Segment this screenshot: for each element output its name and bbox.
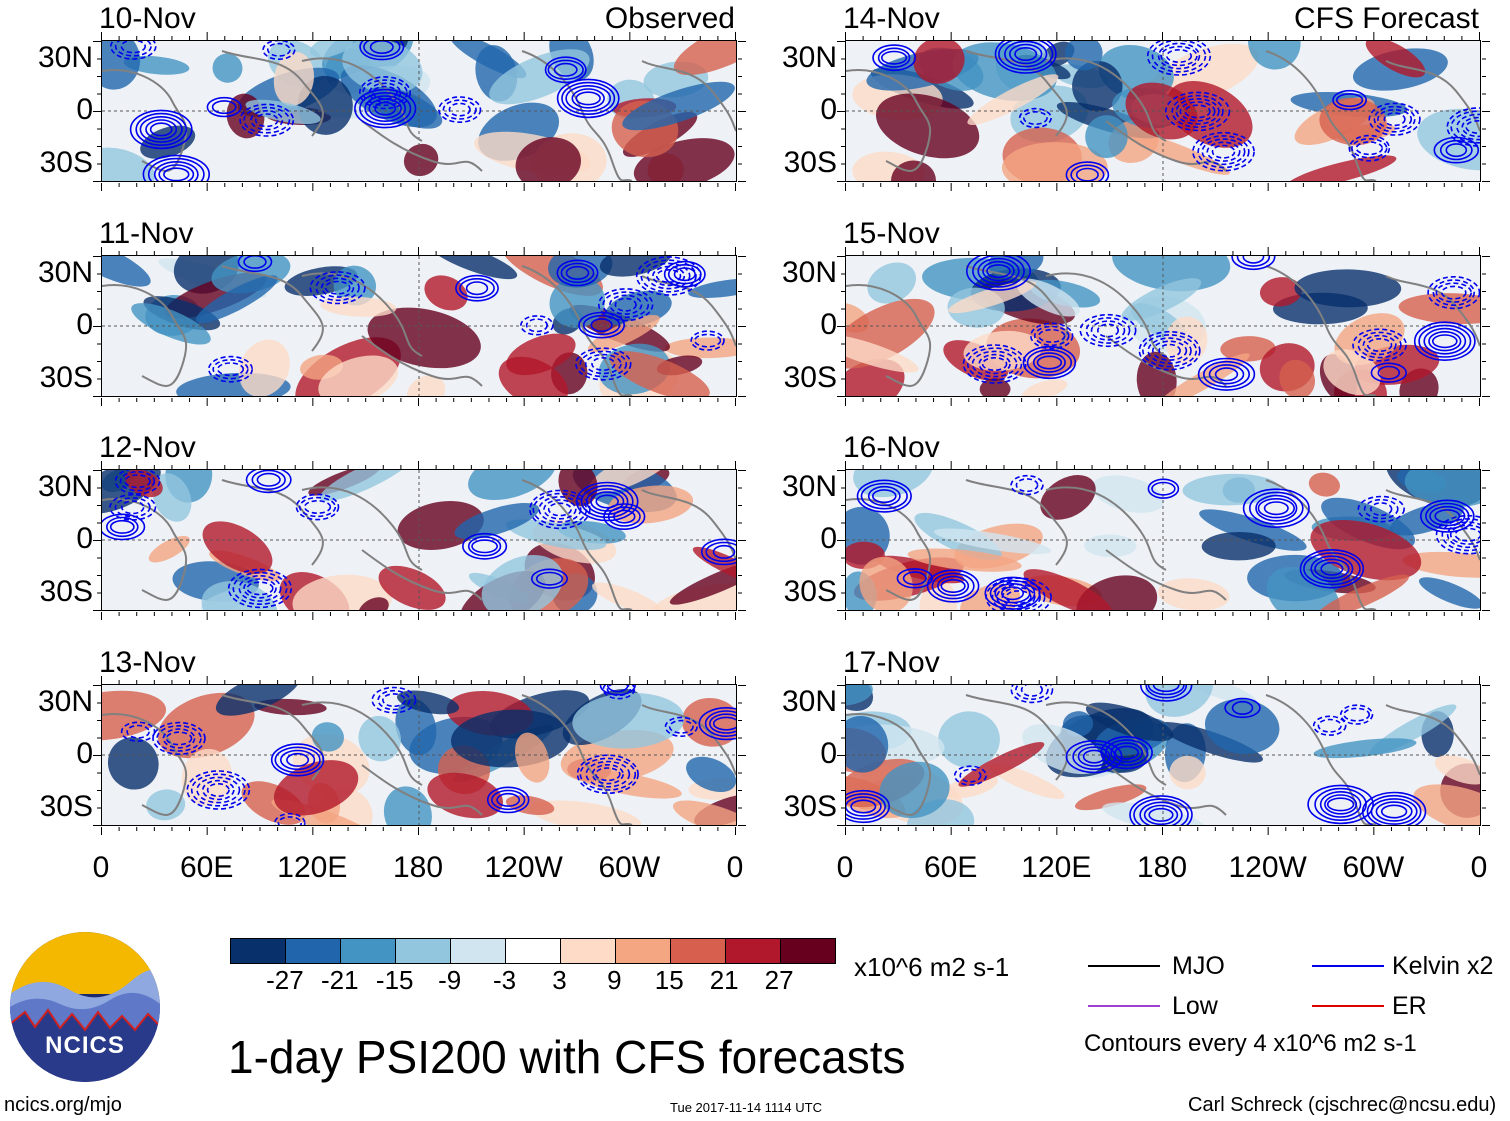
legend-mjo-label: MJO: [1172, 952, 1225, 980]
colorbar-units: x10^6 m2 s-1: [854, 952, 1010, 982]
map-panel-5: [845, 255, 1481, 397]
website-link[interactable]: ncics.org/mjo: [4, 1094, 122, 1116]
colorbar-swatch: [506, 939, 561, 963]
legend-er-line: [1312, 1005, 1384, 1007]
figure-title: 1-day PSI200 with CFS forecasts: [228, 1031, 906, 1083]
panel-date-3: 13-Nov: [99, 646, 196, 679]
lat-label: 0: [820, 737, 837, 770]
colorbar-label: -9: [438, 965, 462, 995]
author-credit: Carl Schreck (cjschrec@ncsu.edu): [1188, 1094, 1497, 1116]
lon-label: 60W: [598, 851, 661, 884]
lat-label: 30S: [783, 361, 837, 394]
lon-label: 0: [726, 851, 744, 884]
panel-date-6: 16-Nov: [843, 431, 940, 464]
lat-label: 30S: [39, 146, 93, 179]
panel-label-4: CFS Forecast: [1293, 2, 1479, 35]
colorbar-label: 3: [552, 965, 567, 995]
lat-label: 0: [76, 93, 93, 126]
colorbar-swatch: [671, 939, 726, 963]
colorbar-swatch: [726, 939, 781, 963]
panel-date-7: 17-Nov: [843, 646, 940, 679]
lat-label: 30S: [783, 790, 837, 823]
lat-label: 0: [820, 308, 837, 341]
colorbar-swatch: [286, 939, 341, 963]
colorbar-swatch: [451, 939, 506, 963]
lat-label: 0: [820, 522, 837, 555]
colorbar-label: -15: [375, 965, 414, 995]
legend-low-line: [1088, 1005, 1160, 1007]
lon-label: 60E: [923, 851, 978, 884]
colorbar-label: 15: [654, 965, 684, 995]
lat-label: 30N: [781, 470, 837, 503]
lat-label: 30N: [37, 470, 93, 503]
legend-low-label: Low: [1172, 992, 1218, 1020]
panel-date-5: 15-Nov: [843, 217, 940, 250]
colorbar-swatch: [231, 939, 286, 963]
legend-kelvin-label: Kelvin x2: [1392, 952, 1494, 980]
colorbar-swatch: [616, 939, 671, 963]
lon-label: 0: [92, 851, 110, 884]
lon-label: 60E: [179, 851, 234, 884]
colorbar-swatch: [341, 939, 396, 963]
lat-label: 30S: [783, 146, 837, 179]
lon-label: 0: [836, 851, 854, 884]
colorbar-label: 21: [709, 965, 739, 995]
ncics-logo: NCICS: [10, 932, 160, 1082]
colorbar-swatch: [781, 939, 835, 963]
lon-label: 120E: [277, 851, 348, 884]
lat-label: 0: [820, 93, 837, 126]
legend-er-label: ER: [1392, 992, 1427, 1020]
colorbar-label: -21: [321, 965, 359, 995]
timestamp: Tue 2017-11-14 1114 UTC: [670, 1100, 822, 1115]
legend-mjo-line: [1088, 965, 1160, 967]
lon-label: 120W: [484, 851, 563, 884]
map-panel-3: [101, 684, 737, 826]
lat-label: 30N: [781, 685, 837, 718]
lat-label: 30N: [37, 256, 93, 289]
colorbar-label: 27: [764, 965, 794, 995]
panel-date-0: 10-Nov: [99, 2, 196, 35]
map-panel-1: [101, 255, 737, 397]
lat-label: 30N: [37, 41, 93, 74]
lat-label: 30N: [781, 256, 837, 289]
lat-label: 30N: [781, 41, 837, 74]
lat-label: 0: [76, 522, 93, 555]
lat-label: 30S: [39, 361, 93, 394]
lon-label: 0: [1470, 851, 1488, 884]
lon-label: 120E: [1021, 851, 1092, 884]
lat-label: 0: [76, 737, 93, 770]
map-panel-7: [845, 684, 1481, 826]
lat-label: 30S: [39, 790, 93, 823]
colorbar-label: 9: [607, 965, 622, 995]
lon-label: 180: [392, 851, 444, 884]
lon-label: 120W: [1228, 851, 1307, 884]
colorbar-swatch: [561, 939, 616, 963]
lat-label: 30S: [783, 575, 837, 608]
map-panel-6: [845, 469, 1481, 611]
map-panel-4: [845, 40, 1481, 182]
legend-kelvin-line: [1312, 965, 1384, 967]
panel-label-0: Observed: [604, 2, 735, 35]
lon-label: 60W: [1342, 851, 1405, 884]
lat-label: 30N: [37, 685, 93, 718]
panel-date-4: 14-Nov: [843, 2, 940, 35]
panel-date-2: 12-Nov: [99, 431, 196, 464]
lat-label: 30S: [39, 575, 93, 608]
colorbar-label: -27: [266, 965, 304, 995]
map-panel-2: [101, 469, 737, 611]
colorbar: [230, 938, 836, 964]
lat-label: 0: [76, 308, 93, 341]
contours-note: Contours every 4 x10^6 m2 s-1: [1084, 1030, 1417, 1057]
logo-text: NCICS: [45, 1032, 125, 1059]
lon-label: 180: [1136, 851, 1188, 884]
colorbar-swatch: [396, 939, 451, 963]
colorbar-label: -3: [492, 965, 517, 995]
map-panel-0: [101, 40, 737, 182]
panel-date-1: 11-Nov: [99, 217, 194, 250]
